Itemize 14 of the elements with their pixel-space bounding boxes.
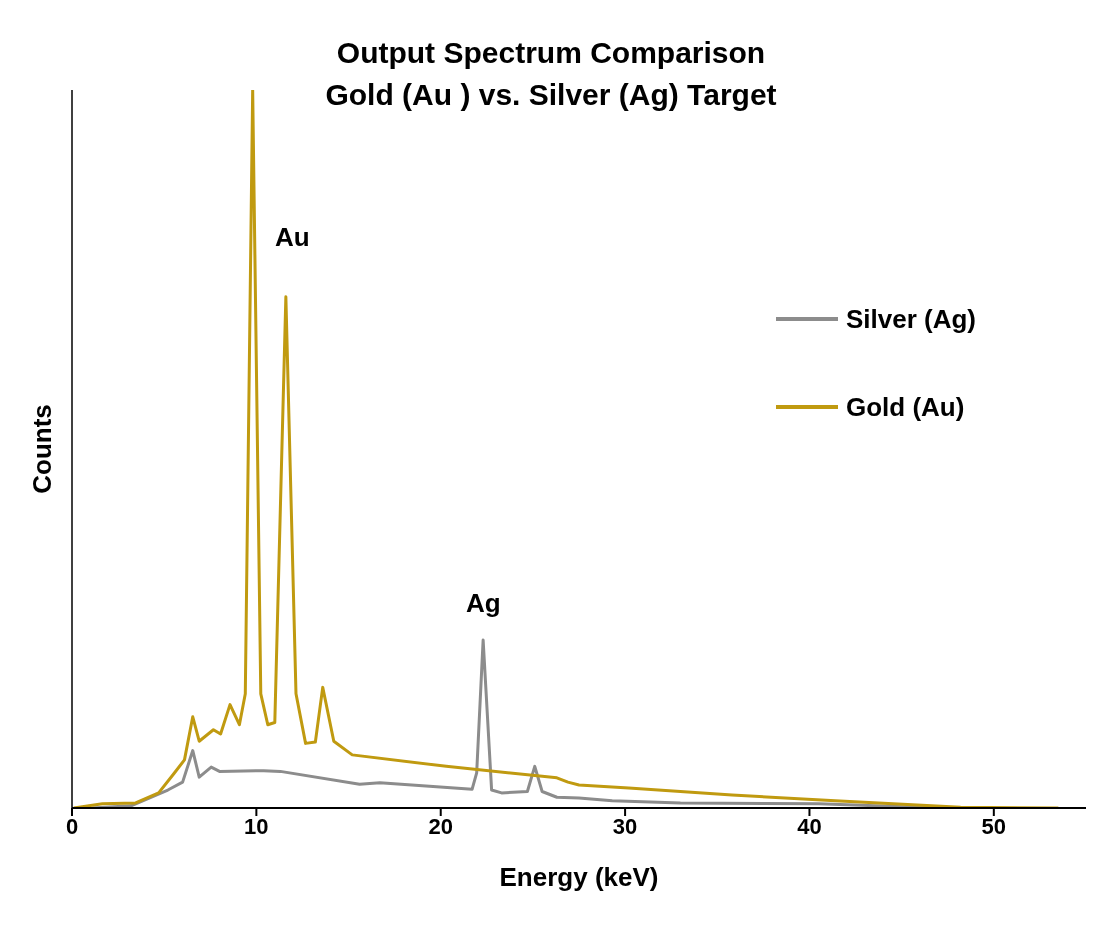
- y-axis-title: Counts: [26, 403, 58, 496]
- x-tick-label: 20: [428, 813, 453, 839]
- annotation: Ag: [466, 588, 501, 619]
- x-tick-label: 10: [244, 813, 269, 839]
- x-tick-label: 30: [612, 813, 638, 839]
- chart-subtitle: Gold (Au ) vs. Silver (Ag) Target: [324, 77, 778, 113]
- annotation: Au: [275, 222, 310, 253]
- legend-label: Silver (Ag): [846, 303, 977, 335]
- x-tick-label: 0: [65, 813, 79, 839]
- chart-title: Output Spectrum Comparison: [335, 35, 767, 71]
- x-tick-label: 50: [981, 813, 1007, 839]
- x-tick-label: 40: [797, 813, 822, 839]
- x-axis-title: Energy (keV): [498, 862, 660, 893]
- legend-label: Gold (Au): [846, 391, 965, 423]
